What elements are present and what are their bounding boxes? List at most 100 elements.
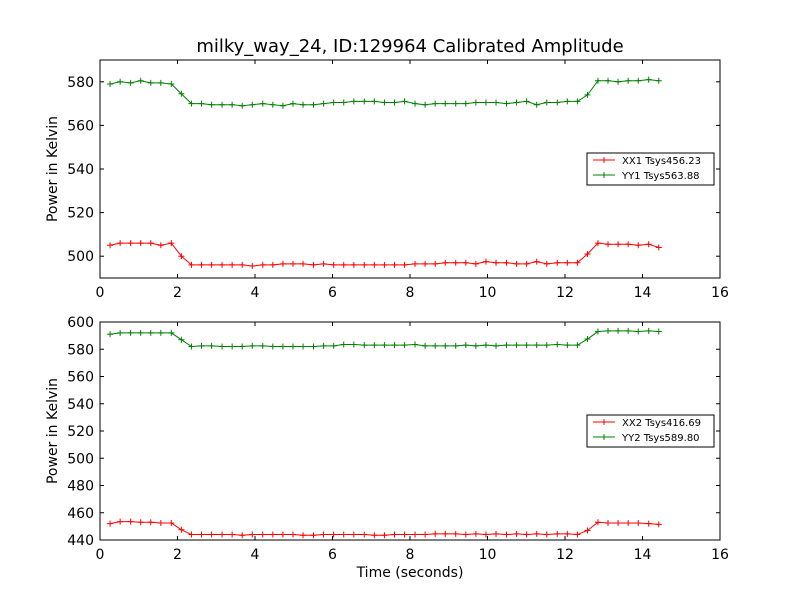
data-point-1-1-11 [219, 343, 226, 350]
data-point-1-1-3 [137, 329, 144, 336]
data-point-0-1-51 [625, 77, 632, 84]
data-point-1-1-37 [482, 342, 489, 349]
x-tick-label: 6 [328, 285, 337, 301]
data-point-1-0-3 [137, 519, 144, 526]
data-point-1-1-33 [442, 342, 449, 349]
data-point-1-0-10 [208, 531, 215, 538]
data-point-1-1-4 [147, 329, 154, 336]
data-point-1-1-53 [645, 327, 652, 334]
y-tick-label: 500 [67, 451, 94, 467]
data-point-1-1-46 [574, 342, 581, 349]
data-point-1-0-47 [584, 527, 591, 534]
data-point-0-1-12 [229, 101, 236, 108]
data-point-1-0-0 [107, 520, 114, 527]
x-tick-label: 2 [173, 285, 182, 301]
data-point-0-1-54 [655, 77, 662, 84]
data-point-0-1-2 [127, 79, 134, 86]
data-point-0-0-9 [198, 261, 205, 268]
data-point-1-0-48 [594, 519, 601, 526]
legend-label-0: XX2 Tsys416.69 [622, 418, 701, 429]
data-point-1-1-32 [432, 342, 439, 349]
data-point-0-0-29 [401, 261, 408, 268]
data-point-0-1-17 [279, 102, 286, 109]
data-point-0-0-19 [300, 260, 307, 267]
data-point-1-0-39 [503, 531, 510, 538]
data-point-0-1-36 [472, 99, 479, 106]
data-point-1-0-44 [554, 530, 561, 537]
data-point-1-0-53 [645, 520, 652, 527]
data-point-0-0-11 [219, 261, 226, 268]
data-point-1-0-17 [279, 531, 286, 538]
data-point-1-1-22 [330, 342, 337, 349]
data-point-1-0-38 [493, 530, 500, 537]
data-point-0-1-11 [219, 101, 226, 108]
data-point-0-1-33 [442, 100, 449, 107]
legend-label-0: XX1 Tsys456.23 [622, 156, 701, 167]
data-point-1-0-21 [320, 531, 327, 538]
data-point-1-0-41 [523, 531, 530, 538]
data-point-1-1-24 [350, 341, 357, 348]
data-point-1-0-36 [472, 530, 479, 537]
data-point-1-1-35 [462, 342, 469, 349]
data-point-1-1-29 [401, 342, 408, 349]
data-point-0-0-5 [157, 242, 164, 249]
data-point-0-0-37 [482, 258, 489, 265]
data-point-1-1-47 [584, 336, 591, 343]
data-point-1-1-27 [381, 342, 388, 349]
data-point-0-1-34 [452, 100, 459, 107]
data-point-1-0-27 [381, 532, 388, 539]
legend-marker-1 [601, 434, 607, 440]
data-point-1-0-42 [533, 530, 540, 537]
data-point-1-0-5 [157, 519, 164, 526]
data-point-0-1-9 [198, 100, 205, 107]
data-point-1-1-52 [635, 328, 642, 335]
data-point-0-1-27 [381, 99, 388, 106]
data-point-0-0-15 [259, 261, 266, 268]
data-point-1-0-8 [188, 531, 195, 538]
data-point-0-1-7 [178, 90, 185, 97]
data-point-1-1-38 [493, 342, 500, 349]
data-point-1-0-19 [300, 532, 307, 539]
x-tick-label: 4 [251, 285, 260, 301]
y-tick-label: 560 [67, 118, 94, 134]
data-point-0-1-45 [564, 98, 571, 105]
bottom-panel: 0 2 4 6 8 10 12 14 16 440 460 480 500 520 540 560 580 600… [45, 315, 729, 563]
x-tick-label: 16 [711, 285, 729, 301]
data-point-0-1-28 [391, 99, 398, 106]
legend-label-1: YY2 Tsys589.80 [621, 433, 700, 444]
data-point-0-1-0 [107, 80, 114, 87]
legend-marker-1 [601, 172, 607, 178]
data-point-1-0-2 [127, 518, 134, 525]
data-point-0-0-4 [147, 240, 154, 247]
data-point-1-0-25 [361, 531, 368, 538]
data-point-0-0-22 [330, 261, 337, 268]
data-point-0-1-39 [503, 100, 510, 107]
y-tick-label: 580 [67, 75, 94, 91]
data-point-1-1-1 [117, 329, 124, 336]
y-tick-label: 580 [67, 342, 94, 358]
y-tick-label: 480 [67, 479, 94, 495]
data-point-0-0-23 [340, 261, 347, 268]
x-tick-label: 12 [556, 285, 574, 301]
data-point-1-0-18 [289, 531, 296, 538]
data-point-0-1-19 [300, 101, 307, 108]
data-point-1-0-1 [117, 518, 124, 525]
data-point-0-1-1 [117, 78, 124, 85]
data-point-0-0-25 [361, 261, 368, 268]
top-panel: 0 2 4 6 8 10 12 14 16 500 520 540 560 580 Power in Kel… [45, 59, 729, 301]
x-tick-label: 2 [173, 547, 182, 563]
data-point-0-0-39 [503, 259, 510, 266]
data-point-0-0-32 [432, 260, 439, 267]
data-point-0-1-29 [401, 98, 408, 105]
data-point-0-0-45 [564, 259, 571, 266]
data-point-1-0-45 [564, 530, 571, 537]
data-point-1-1-41 [523, 342, 530, 349]
data-point-1-1-54 [655, 328, 662, 335]
data-point-1-1-6 [168, 329, 175, 336]
y-tick-label: 440 [67, 533, 94, 549]
data-point-0-1-15 [259, 100, 266, 107]
data-point-0-0-7 [178, 253, 185, 260]
data-point-0-0-42 [533, 258, 540, 265]
data-point-1-1-7 [178, 336, 185, 343]
data-point-1-1-13 [239, 343, 246, 350]
